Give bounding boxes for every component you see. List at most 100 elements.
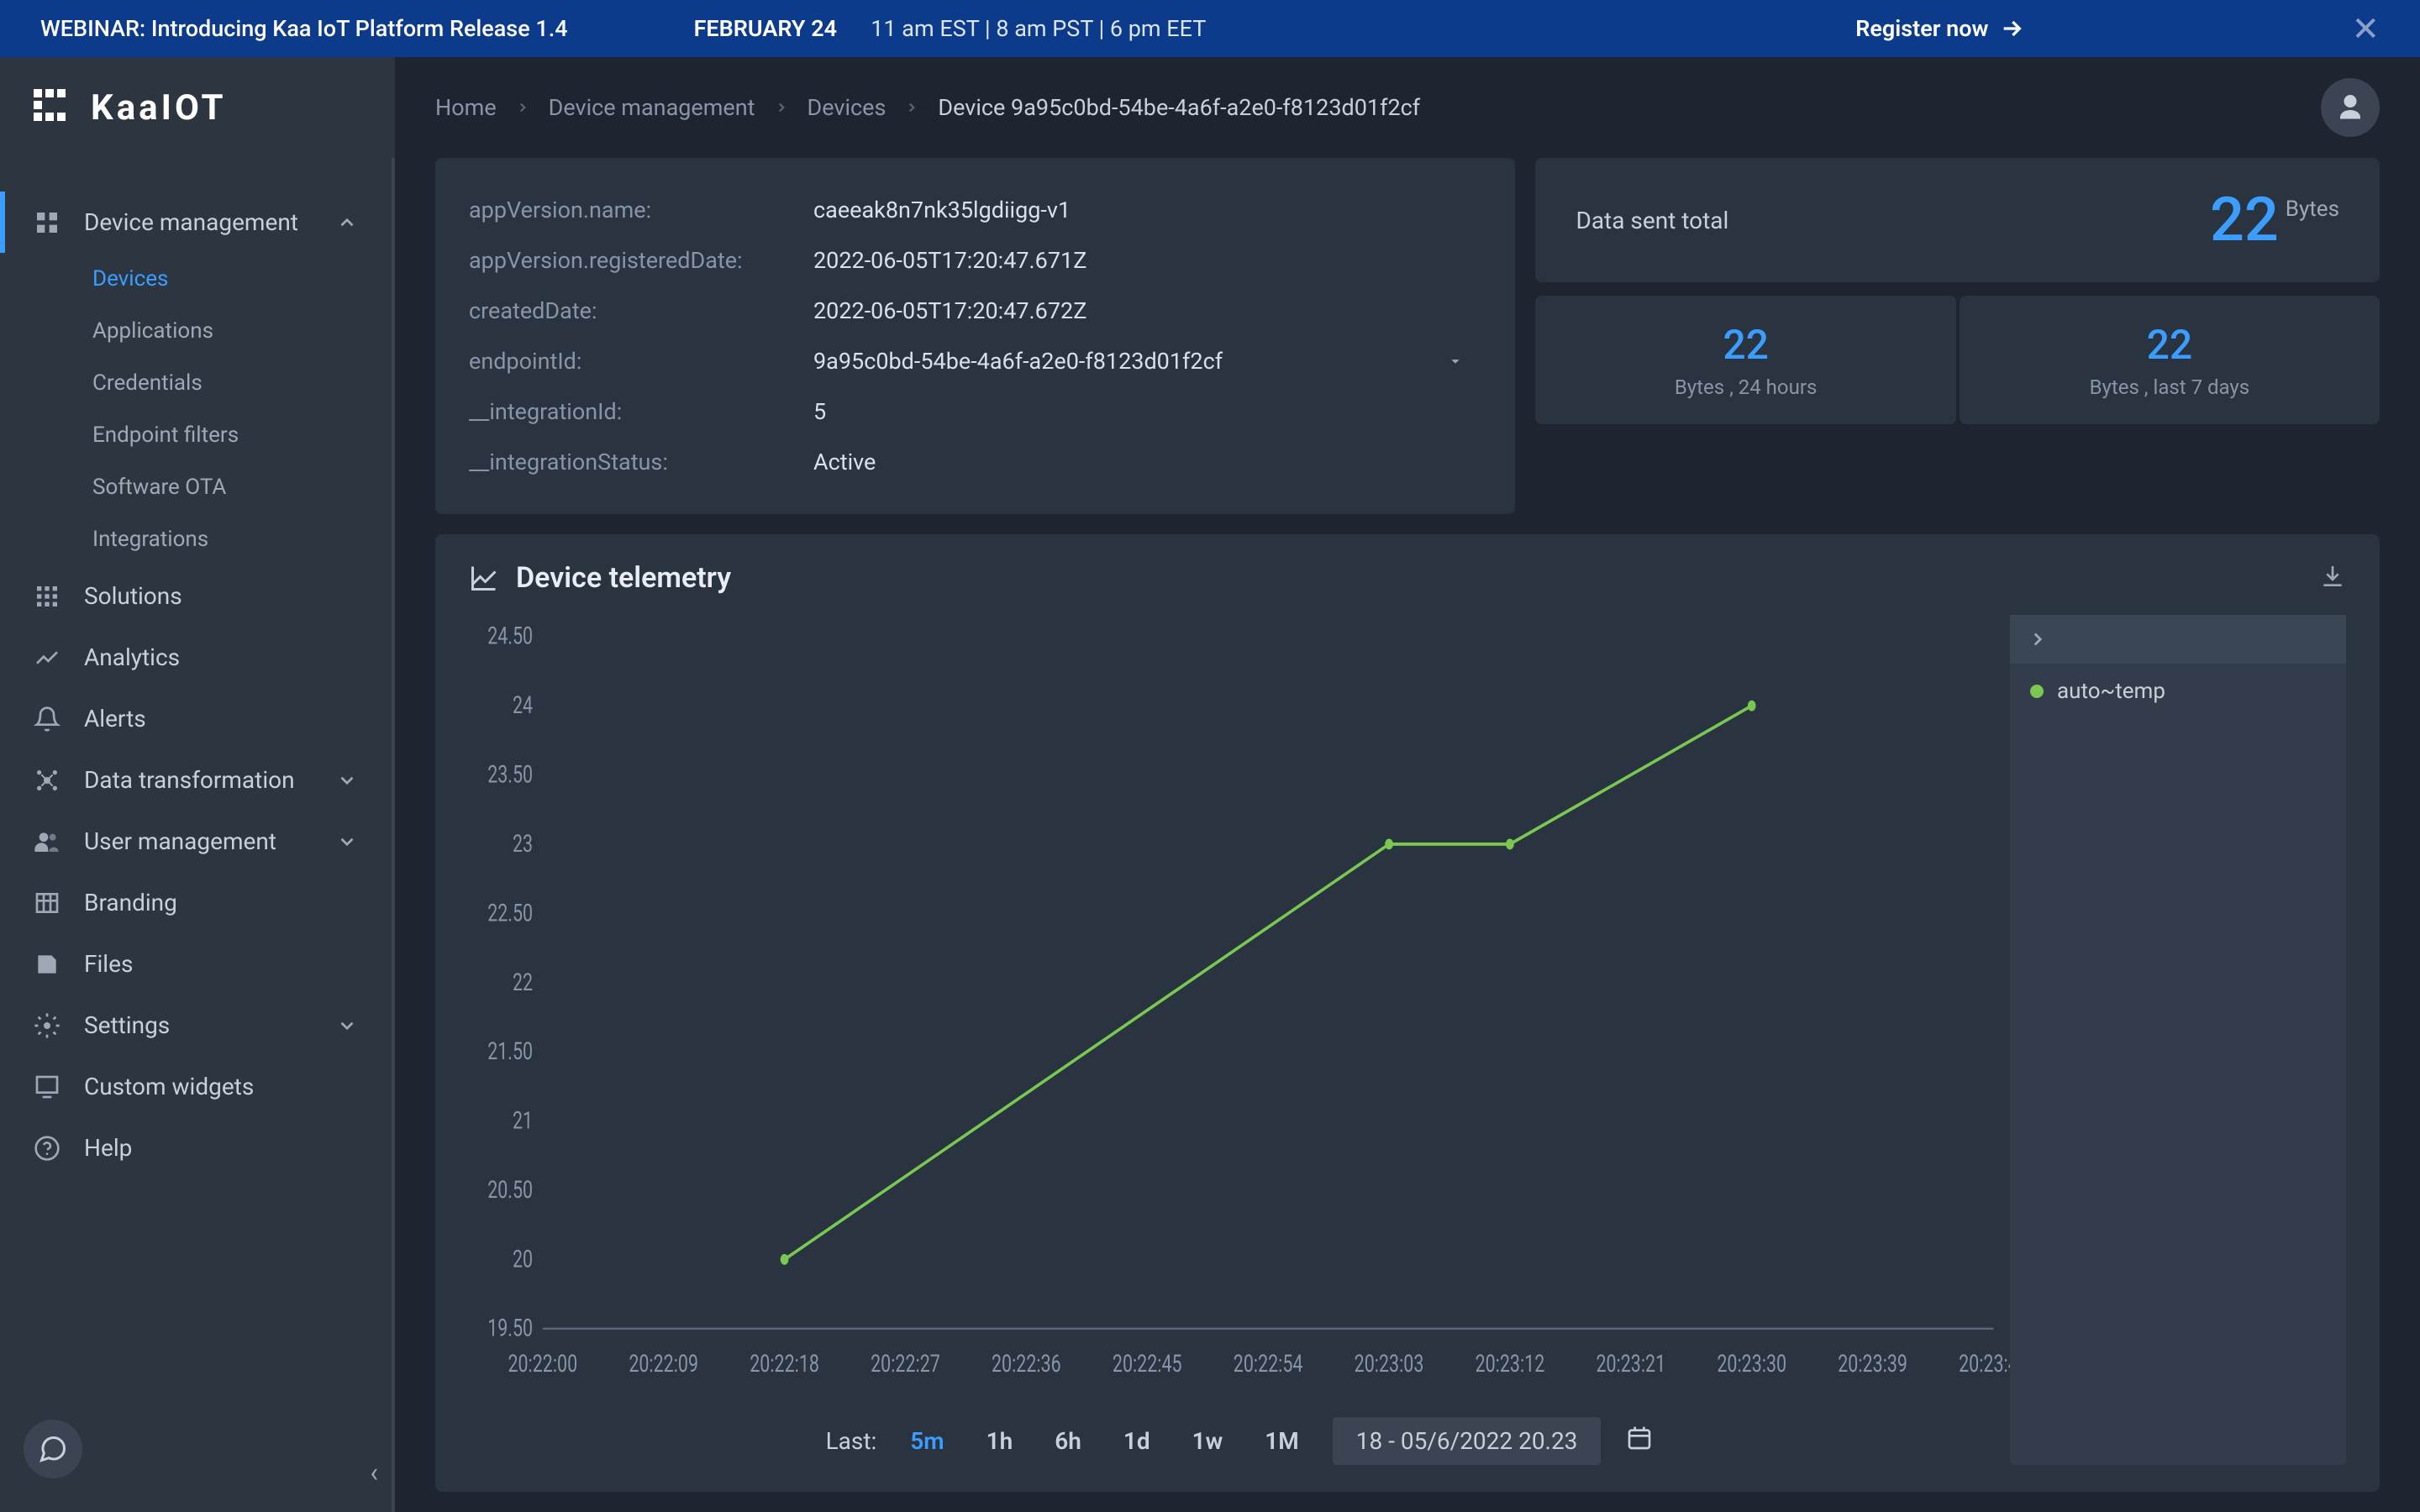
- chevron-down-icon[interactable]: [1446, 352, 1465, 370]
- svg-text:20:23:21: 20:23:21: [1596, 1351, 1665, 1378]
- breadcrumb-item[interactable]: Home: [435, 94, 497, 121]
- detail-label: endpointId:: [469, 348, 813, 375]
- time-option-1h[interactable]: 1h: [978, 1422, 1022, 1460]
- svg-text:24.50: 24.50: [487, 623, 533, 651]
- time-label: Last:: [826, 1427, 877, 1455]
- svg-text:20:23:39: 20:23:39: [1838, 1351, 1907, 1378]
- arrow-right-icon: [1998, 15, 2025, 42]
- stat-sub: Bytes , last 7 days: [2090, 375, 2250, 399]
- svg-text:20: 20: [513, 1247, 533, 1274]
- sidebar-sub-devices[interactable]: Devices: [0, 253, 392, 305]
- breadcrumb-separator: [904, 94, 919, 121]
- detail-label: __integrationId:: [469, 398, 813, 425]
- legend-label: auto~temp: [2057, 679, 2165, 704]
- data-stats-panel: Data sent total 22 Bytes 22 Bytes , 24 h…: [1535, 158, 2380, 514]
- sidebar-item-branding[interactable]: Branding: [0, 872, 392, 933]
- download-button[interactable]: [2319, 563, 2346, 593]
- user-avatar-button[interactable]: [2321, 78, 2380, 137]
- sidebar-item-solutions[interactable]: Solutions: [0, 565, 392, 627]
- calendar-icon: [1626, 1425, 1653, 1452]
- sidebar-sub-software-ota[interactable]: Software OTA: [0, 461, 392, 513]
- nav-label: User management: [84, 827, 276, 855]
- detail-value: 5: [813, 398, 1481, 425]
- sidebar-item-alerts[interactable]: Alerts: [0, 688, 392, 749]
- banner-close-icon[interactable]: ✕: [2351, 9, 2380, 49]
- detail-value: Active: [813, 449, 1481, 475]
- legend-item[interactable]: auto~temp: [2010, 664, 2346, 719]
- sidebar-sub-endpoint-filters[interactable]: Endpoint filters: [0, 409, 392, 461]
- detail-row: createdDate:2022-06-05T17:20:47.672Z: [469, 286, 1481, 336]
- sidebar-sub-integrations[interactable]: Integrations: [0, 513, 392, 565]
- detail-value: caeeak8n7nk35lgdiigg-v1: [813, 197, 1481, 223]
- svg-text:22: 22: [513, 969, 533, 997]
- time-option-1M[interactable]: 1M: [1256, 1422, 1307, 1460]
- sidebar-sub-applications[interactable]: Applications: [0, 305, 392, 357]
- register-now-link[interactable]: Register now: [1855, 15, 2025, 42]
- nav-icon: [34, 1074, 60, 1100]
- breadcrumb: HomeDevice managementDevicesDevice 9a95c…: [435, 94, 1420, 121]
- sidebar-item-settings[interactable]: Settings: [0, 995, 392, 1056]
- svg-text:23: 23: [513, 831, 533, 858]
- time-option-6h[interactable]: 6h: [1046, 1422, 1090, 1460]
- svg-text:20:22:18: 20:22:18: [750, 1351, 819, 1378]
- svg-text:20:22:27: 20:22:27: [871, 1351, 940, 1378]
- sidebar: KaaIOT Device managementDevicesApplicati…: [0, 57, 395, 1512]
- time-option-5m[interactable]: 5m: [902, 1422, 952, 1460]
- sidebar-item-data-transformation[interactable]: Data transformation: [0, 749, 392, 811]
- detail-value: 2022-06-05T17:20:47.672Z: [813, 297, 1481, 324]
- sidebar-sub-credentials[interactable]: Credentials: [0, 357, 392, 409]
- time-option-1d[interactable]: 1d: [1115, 1422, 1159, 1460]
- breadcrumb-item[interactable]: Device management: [549, 94, 755, 121]
- sidebar-item-files[interactable]: Files: [0, 933, 392, 995]
- legend-collapse-button[interactable]: [2010, 615, 2346, 664]
- nav-icon: [34, 1012, 60, 1039]
- nav-label: Alerts: [84, 705, 146, 732]
- legend-dot: [2030, 685, 2044, 698]
- svg-text:22.50: 22.50: [487, 900, 533, 928]
- breadcrumb-separator: [515, 94, 530, 121]
- detail-row: appVersion.name:caeeak8n7nk35lgdiigg-v1: [469, 185, 1481, 235]
- chevron-right-icon: [774, 100, 789, 115]
- data-7d-card: 22 Bytes , last 7 days: [1960, 296, 2380, 424]
- chat-help-button[interactable]: [24, 1420, 82, 1478]
- sidebar-item-help[interactable]: Help: [0, 1117, 392, 1179]
- nav-label: Branding: [84, 889, 177, 916]
- nav-label: Help: [84, 1134, 132, 1162]
- nav-icon: [34, 767, 60, 794]
- svg-text:20.50: 20.50: [487, 1177, 533, 1205]
- sidebar-item-device-management[interactable]: Device management: [0, 192, 392, 253]
- detail-label: createdDate:: [469, 297, 813, 324]
- svg-text:21: 21: [513, 1108, 533, 1136]
- svg-text:24: 24: [513, 692, 533, 720]
- chevron-right-icon: [2027, 628, 2049, 650]
- telemetry-title: Device telemetry: [516, 561, 731, 595]
- nav-label: Solutions: [84, 582, 182, 610]
- sidebar-item-user-management[interactable]: User management: [0, 811, 392, 872]
- device-details-panel: appVersion.name:caeeak8n7nk35lgdiigg-v1a…: [435, 158, 1515, 514]
- time-option-1w[interactable]: 1w: [1184, 1422, 1232, 1460]
- nav-label: Settings: [84, 1011, 170, 1039]
- chevron-right-icon: [515, 100, 530, 115]
- logo[interactable]: KaaIOT: [0, 57, 395, 158]
- detail-row: appVersion.registeredDate:2022-06-05T17:…: [469, 235, 1481, 286]
- svg-text:20:22:09: 20:22:09: [629, 1351, 698, 1378]
- chevron-down-icon: [336, 831, 358, 853]
- detail-value[interactable]: 9a95c0bd-54be-4a6f-a2e0-f8123d01f2cf: [813, 348, 1481, 375]
- detail-row: __integrationStatus:Active: [469, 437, 1481, 487]
- time-range-picker[interactable]: 18 - 05/6/2022 20.23: [1333, 1417, 1602, 1465]
- breadcrumb-item[interactable]: Devices: [808, 94, 886, 121]
- svg-text:20:22:36: 20:22:36: [992, 1351, 1061, 1378]
- stat-value: 22: [2147, 321, 2193, 369]
- sidebar-item-analytics[interactable]: Analytics: [0, 627, 392, 688]
- nav-icon: [34, 644, 60, 671]
- calendar-button[interactable]: [1626, 1425, 1653, 1457]
- nav-icon: [34, 583, 60, 610]
- chevron-right-icon: [904, 100, 919, 115]
- sidebar-item-custom-widgets[interactable]: Custom widgets: [0, 1056, 392, 1117]
- download-icon: [2319, 563, 2346, 590]
- svg-text:20:22:00: 20:22:00: [508, 1351, 577, 1378]
- stat-value: 22: [1723, 321, 1769, 369]
- stat-value: 22: [2210, 190, 2279, 250]
- svg-text:19.50: 19.50: [487, 1315, 533, 1343]
- sidebar-collapse-button[interactable]: ‹: [370, 1457, 378, 1488]
